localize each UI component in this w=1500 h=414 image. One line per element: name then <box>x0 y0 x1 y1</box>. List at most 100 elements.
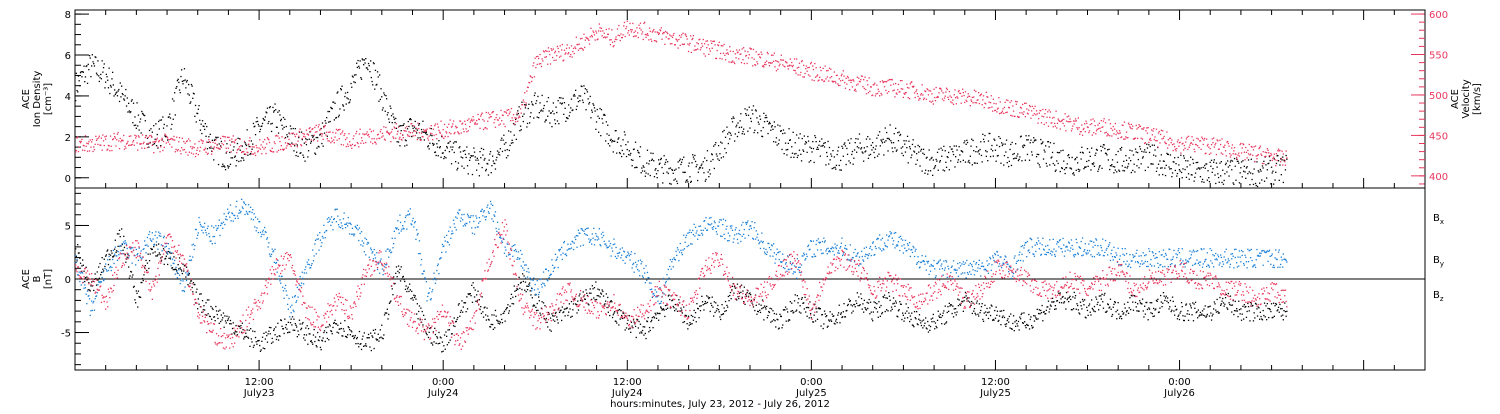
bx-point <box>88 289 89 290</box>
velocity-point <box>820 67 821 68</box>
velocity-point <box>1040 110 1041 111</box>
density-point <box>908 162 909 163</box>
velocity-point <box>316 131 317 132</box>
density-point <box>737 136 738 137</box>
velocity-point <box>476 120 477 121</box>
density-point <box>901 148 902 149</box>
density-point <box>1219 163 1220 164</box>
density-point <box>1212 168 1213 169</box>
bx-point <box>323 337 324 338</box>
velocity-point <box>894 96 895 97</box>
bx-point <box>817 319 818 320</box>
density-point <box>991 149 992 150</box>
bx-point <box>109 259 110 260</box>
velocity-point <box>1067 116 1068 117</box>
density-point <box>507 149 508 150</box>
velocity-point <box>629 34 630 35</box>
velocity-point <box>572 56 573 57</box>
velocity-point <box>569 56 570 57</box>
bx-point <box>660 306 661 307</box>
density-point <box>676 181 677 182</box>
bx-point <box>871 312 872 313</box>
density-point <box>1046 163 1047 164</box>
bx-point <box>921 325 922 326</box>
bx-point <box>361 349 362 350</box>
velocity-point <box>694 45 695 46</box>
density-point <box>408 121 409 122</box>
bx-point <box>365 343 366 344</box>
velocity-point <box>899 91 900 92</box>
density-point <box>1141 151 1142 152</box>
bx-point <box>456 319 457 320</box>
density-point <box>885 140 886 141</box>
density-point <box>1180 155 1181 156</box>
bx-point <box>482 296 483 297</box>
density-point <box>1028 139 1029 140</box>
velocity-point <box>1031 110 1032 111</box>
density-point <box>869 138 870 139</box>
bx-point <box>935 322 936 323</box>
density-point <box>919 165 920 166</box>
bx-point <box>820 308 821 309</box>
density-point <box>77 91 78 92</box>
density-point <box>738 132 739 133</box>
density-point <box>670 167 671 168</box>
density-point <box>1217 173 1218 174</box>
density-point <box>1157 167 1158 168</box>
density-point <box>391 115 392 116</box>
density-point <box>411 136 412 137</box>
bx-point <box>656 318 657 319</box>
bx-point <box>688 316 689 317</box>
velocity-point <box>605 37 606 38</box>
density-point <box>1015 143 1016 144</box>
bx-point <box>435 334 436 335</box>
velocity-point <box>609 39 610 40</box>
velocity-point <box>888 91 889 92</box>
density-point <box>800 154 801 155</box>
bx-point <box>247 329 248 330</box>
bx-point <box>311 340 312 341</box>
velocity-point <box>934 97 935 98</box>
bx-point <box>284 319 285 320</box>
velocity-point <box>837 75 838 76</box>
velocity-point <box>267 137 268 138</box>
density-point <box>752 113 753 114</box>
velocity-point <box>1150 138 1151 139</box>
bx-point <box>106 254 107 255</box>
velocity-point <box>1203 144 1204 145</box>
density-point <box>1012 154 1013 155</box>
bx-point <box>485 314 486 315</box>
density-point <box>1090 169 1091 170</box>
density-point <box>999 146 1000 147</box>
velocity-point <box>921 93 922 94</box>
bx-point <box>102 269 103 270</box>
density-point <box>730 133 731 134</box>
density-point <box>664 164 665 165</box>
velocity-point <box>1211 144 1212 145</box>
velocity-point <box>408 131 409 132</box>
density-point <box>682 172 683 173</box>
density-point <box>911 154 912 155</box>
density-point <box>904 144 905 145</box>
velocity-point <box>1113 133 1114 134</box>
density-point <box>1136 165 1137 166</box>
bx-point <box>422 324 423 325</box>
density-point <box>256 121 257 122</box>
bx-point <box>684 321 685 322</box>
velocity-point <box>1155 140 1156 141</box>
density-point <box>430 134 431 135</box>
velocity-point <box>1002 108 1003 109</box>
velocity-point <box>903 97 904 98</box>
density-point <box>597 116 598 117</box>
velocity-point <box>1129 124 1130 125</box>
density-point <box>887 138 888 139</box>
density-point <box>763 113 764 114</box>
velocity-point <box>697 48 698 49</box>
velocity-point <box>380 131 381 132</box>
density-point <box>969 162 970 163</box>
bx-point <box>882 312 883 313</box>
velocity-point <box>292 144 293 145</box>
velocity-point <box>857 77 858 78</box>
bx-point <box>742 290 743 291</box>
velocity-point <box>382 133 383 134</box>
